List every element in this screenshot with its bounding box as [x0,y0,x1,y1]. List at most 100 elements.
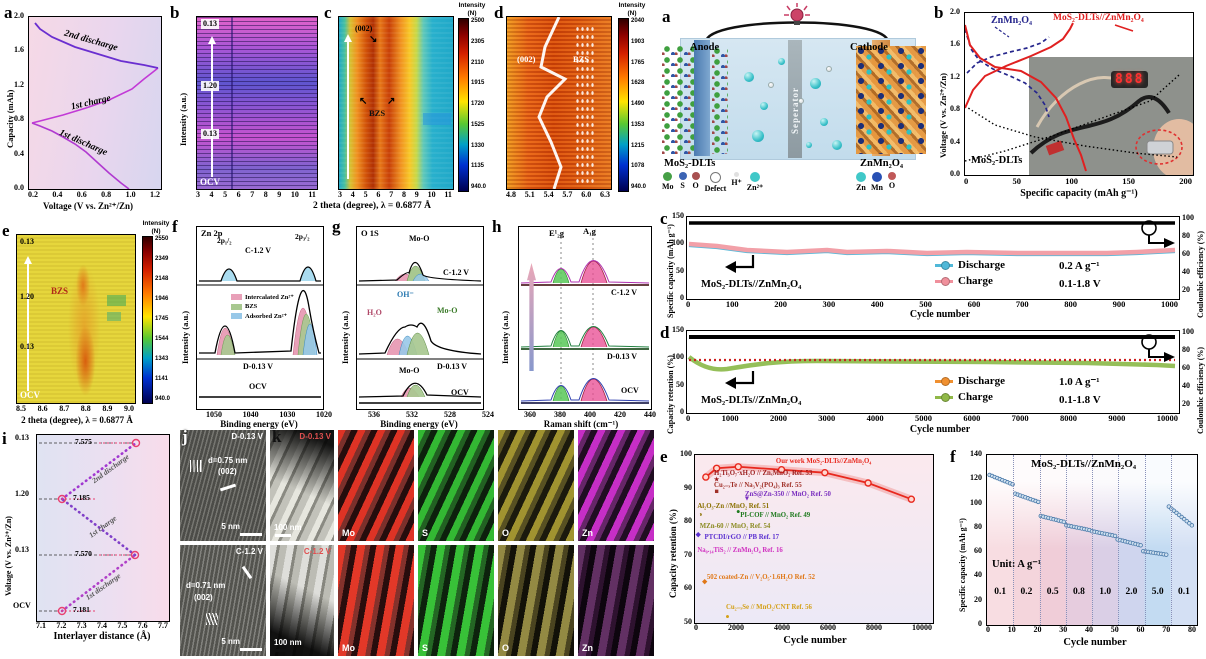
tick-label: 200 [1179,176,1192,186]
tick-label: 10 [1007,625,1016,634]
anode-material-label: MoS₂-DLTs [664,158,716,169]
tick-label: 4000 [774,623,790,632]
tick-label: 7.7 [157,621,168,630]
panel-label: d [660,323,670,342]
legend-swatch [709,172,721,183]
element-label: Mo [342,528,355,538]
interlayer-plot: 7.575 7.185 7.570 7.181 2nd discharge 1s… [36,434,170,622]
rate-data-point [1138,543,1143,548]
tick-label: 0 [686,413,691,423]
legend-swatch [749,172,760,182]
tick-label: 3 [338,190,342,199]
panel-label: g [332,217,341,236]
right-axis-arrow [1141,334,1175,362]
legend-row: Discharge [935,259,1005,271]
mo-o-label: Mo-O [437,306,458,315]
x-ticks: 1050 1040 1030 1020 [196,411,340,419]
tick-label: 360 [524,410,536,419]
legend-item: H⁺ [731,172,742,193]
our-work-point [712,464,721,472]
tick-label: 1.2 [950,71,960,81]
colorbar-title: Intensity (N) [142,220,170,235]
panel-left-i: i Voltage (V vs. Zn²⁺/Zn) 0.13 1.20 0.13… [2,430,178,658]
tick-label: 1141 [155,376,169,382]
tick-label: 11 [444,190,452,199]
state-label: C-1.2 V [443,268,470,277]
y2-ticks: 100 80 60 40 20 [1182,214,1198,294]
left-axis-arrow [725,371,755,389]
plane-label: (002) [194,593,213,602]
tick-label: 8 [401,190,406,199]
colorbar-ticks: 2550 2349 2148 1946 1745 1544 1343 1141 940.0 [155,236,170,402]
rate-data-point [1061,519,1067,525]
x-ticks: 7.1 7.2 7.3 7.4 7.5 7.6 7.7 [36,622,168,630]
colorbar-title: Intensity (N) [618,2,646,17]
panel-left-k: k D-0.13 V 100 nm C-1.2 V 100 nm Mo S O … [270,428,660,658]
spectrum-title: Zn 2p [201,228,223,238]
panel-label: f [950,447,956,466]
proton [798,98,804,104]
tick-label: 440 [644,410,656,419]
insitu-xrd-heatmap: (002) ↘ BZS ↖ ↗ [338,16,454,190]
legend-swatch [734,172,740,177]
scale-label: 100 nm [274,638,302,647]
tick-label: 2000 [728,623,744,632]
tick-label: 7 [389,190,394,199]
insitu-xrd-zoom-heatmap: (002) BZS [506,16,612,190]
tick-label: 80 [1182,345,1190,354]
y2-ticks: 100 80 60 40 20 [1182,328,1198,408]
y-ticks: 150 100 50 0 [668,212,684,302]
rate-divider [1118,455,1120,625]
reference-label: 502 coated-Zn // V₂O₅·1.6H₂O Ref. 52 [706,574,816,582]
legend-label: Discharge [958,259,1006,271]
series-label-mos2: MoS₂-DLTs [971,155,1023,166]
rate-divider [1013,455,1015,625]
tick-label: 4.8 [506,190,516,199]
tick-label: 500 [919,299,932,309]
tick-label: 1353 [631,121,645,128]
tick-label: 6000 [963,413,981,423]
gcd-curves [965,22,1180,172]
state-tag: 1.20 [201,81,219,92]
y-ticks: 2.0 1.6 1.2 0.8 0.4 0.0 [4,12,24,192]
tick-label: 4 [350,190,355,199]
rate-step-label: 0.2 [1020,586,1033,597]
tick-label: 2500 [471,18,485,24]
our-work-point [777,466,786,474]
panel-label: j [182,427,188,446]
x-axis-label: Cycle number [909,424,971,435]
state-tag: 0.13 [20,237,34,246]
legend-label: Mn [871,183,883,192]
legend-label: O [692,181,699,190]
state-tag: D-0.13 V [231,432,263,441]
legend-label: H⁺ [731,178,742,187]
tick-label: 1915 [471,80,485,87]
reference-label: Cu₂₋ₓTe // Na₃V₂(PO₄)₃ Ref. 55 [714,482,802,490]
x-axis-label: Voltage (V vs. Zn²⁺/Zn) [43,201,133,211]
voltage-window-label: 0.1-1.8 V [1059,394,1101,406]
tick-label: 100 [1065,176,1078,186]
tick-label: 1020 [315,410,332,419]
panel-label: i [2,429,7,448]
spectrum-title: O 1S [361,228,379,238]
circuit-wire-and-bulb [704,3,890,43]
legend-swatch [872,172,882,182]
element-label: Mo [342,643,355,653]
tick-label: 1720 [471,101,485,107]
panel-label: b [934,3,944,22]
panel-left-h: h Intensity (a.u.) E¹₂g A₁g C-1.2 V D-0.… [492,214,658,429]
fit-legend: Intercalated Zn²⁺ BZS Adsorbed Zn²⁺ [231,293,294,320]
a1g-peak-label: A₁g [583,226,596,236]
x-ticks: 8.5 8.6 8.7 8.8 8.9 9.0 [16,405,134,413]
retention-comparison-plot: Our work MoS₂-DLTs//ZnMn₂O₄ ★ H₂Ti₃O₇·xH₂O… [694,454,934,624]
tick-label: 50 [676,265,684,275]
tick-label: 0 [694,623,698,632]
tick-label: 8000 [1060,413,1077,423]
heatmap-band [423,113,451,126]
panel-label: c [660,209,668,228]
tick-label: 700 [1015,299,1029,309]
scale-label: 5 nm [221,522,240,531]
charge-swatch [935,393,953,402]
tick-label: 6000 [820,623,836,632]
